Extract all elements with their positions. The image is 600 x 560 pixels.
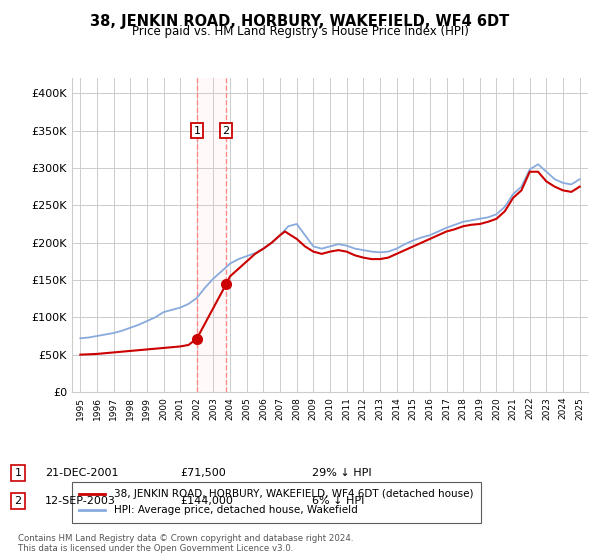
Bar <box>197 78 226 392</box>
Text: 2: 2 <box>14 496 22 506</box>
Text: 12-SEP-2003: 12-SEP-2003 <box>45 496 116 506</box>
Text: 21-DEC-2001: 21-DEC-2001 <box>45 468 119 478</box>
Text: 1: 1 <box>193 125 200 136</box>
Text: 29% ↓ HPI: 29% ↓ HPI <box>312 468 371 478</box>
Text: £71,500: £71,500 <box>180 468 226 478</box>
Text: 6% ↓ HPI: 6% ↓ HPI <box>312 496 364 506</box>
Legend: 38, JENKIN ROAD, HORBURY, WAKEFIELD, WF4 6DT (detached house), HPI: Average pric: 38, JENKIN ROAD, HORBURY, WAKEFIELD, WF4… <box>72 482 481 522</box>
Text: £144,000: £144,000 <box>180 496 233 506</box>
Text: 38, JENKIN ROAD, HORBURY, WAKEFIELD, WF4 6DT: 38, JENKIN ROAD, HORBURY, WAKEFIELD, WF4… <box>91 14 509 29</box>
Text: 2: 2 <box>223 125 230 136</box>
Text: Price paid vs. HM Land Registry's House Price Index (HPI): Price paid vs. HM Land Registry's House … <box>131 25 469 38</box>
Text: Contains HM Land Registry data © Crown copyright and database right 2024.
This d: Contains HM Land Registry data © Crown c… <box>18 534 353 553</box>
Text: 1: 1 <box>14 468 22 478</box>
